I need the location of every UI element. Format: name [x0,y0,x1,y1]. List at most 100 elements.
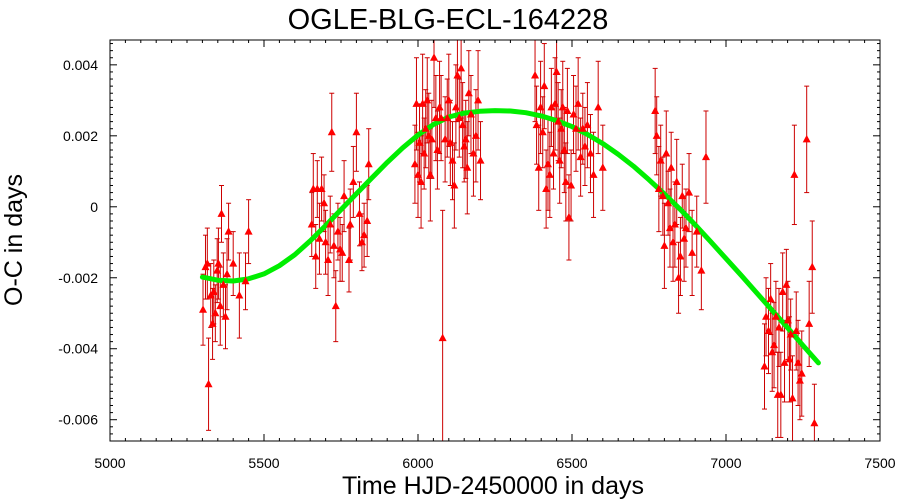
data-point [680,234,689,242]
data-point [560,145,569,154]
data-point [320,198,329,207]
y-tick-label: -0.006 [58,412,98,428]
data-point [199,305,208,313]
data-point [580,141,589,150]
data-point [764,326,773,334]
data-point [204,379,213,388]
data-point [209,287,218,295]
y-tick-label: 0.004 [63,57,98,73]
data-point [780,358,789,366]
data-point [797,369,806,377]
data-point [808,262,817,271]
data-point [221,312,230,320]
data-point [464,88,473,97]
data-point [778,287,787,295]
data-point [437,113,446,122]
data-point [345,255,354,264]
data-point [223,269,232,278]
data-point [574,99,583,107]
data-point [589,170,598,178]
data-point [665,223,674,232]
data-point [790,170,799,178]
data-point [576,152,585,161]
data-point [667,163,676,171]
data-point [244,227,253,235]
data-point [219,280,228,288]
data-point [654,184,663,193]
data-point [352,127,361,136]
data-point [214,259,223,267]
data-point [662,149,671,157]
data-point [450,180,459,189]
data-point [357,237,366,246]
data-point [652,131,661,139]
data-point [211,308,220,317]
x-tick-label: 6000 [402,455,433,471]
data-point [701,152,710,161]
data-point [364,159,373,168]
x-axis-ticks: 5000 5500 6000 6500 7000 7500 [94,40,896,471]
data-point [446,138,455,146]
fit-curve [199,108,821,366]
data-point [474,95,483,104]
data-point [340,191,349,200]
data-point [311,251,320,260]
data-point [415,138,424,146]
data-point [203,259,212,267]
data-point [426,170,435,178]
errorbar-layer [200,40,817,441]
data-point [363,216,372,224]
data-point [660,241,669,249]
data-point [466,110,475,118]
data-point [540,81,549,90]
data-point [674,273,683,281]
data-point [444,95,453,104]
data-point [598,163,607,171]
data-point [792,326,801,334]
data-point [307,220,316,228]
data-point [782,280,791,288]
data-point [795,376,804,384]
x-axis-label: Time HJD-2450000 in days [342,472,644,500]
data-point [551,99,560,107]
data-point [762,312,771,320]
data-point [338,248,347,256]
data-point [810,418,819,427]
data-point [346,220,355,228]
data-point [469,149,478,157]
y-tick-label: -0.002 [58,270,98,286]
data-point [443,113,452,122]
data-point [558,102,567,111]
data-point [463,163,472,171]
marker-layer [199,53,819,427]
data-point [217,209,226,217]
y-tick-label: -0.004 [58,341,98,357]
data-point [554,117,563,125]
data-point [697,266,706,274]
y-tick-label: 0.002 [63,128,98,144]
data-point [213,266,222,274]
data-point [545,170,554,178]
chart-title: OGLE-BLG-ECL-164228 [288,4,609,36]
data-point [681,223,690,232]
data-point [427,134,436,143]
data-point [329,241,338,249]
data-point [317,184,326,193]
data-point [688,248,697,256]
data-point [774,322,783,331]
data-point [771,312,780,320]
data-point [534,163,543,171]
data-point [457,63,466,72]
data-point [235,291,244,299]
data-point [241,276,250,285]
data-point [471,131,480,139]
data-point [786,330,795,338]
data-point [421,124,430,132]
data-point [794,358,803,366]
data-point [549,149,558,157]
data-point [455,113,464,122]
data-point [805,319,814,327]
data-point [692,227,701,235]
data-point [360,230,369,239]
data-point [802,134,811,143]
